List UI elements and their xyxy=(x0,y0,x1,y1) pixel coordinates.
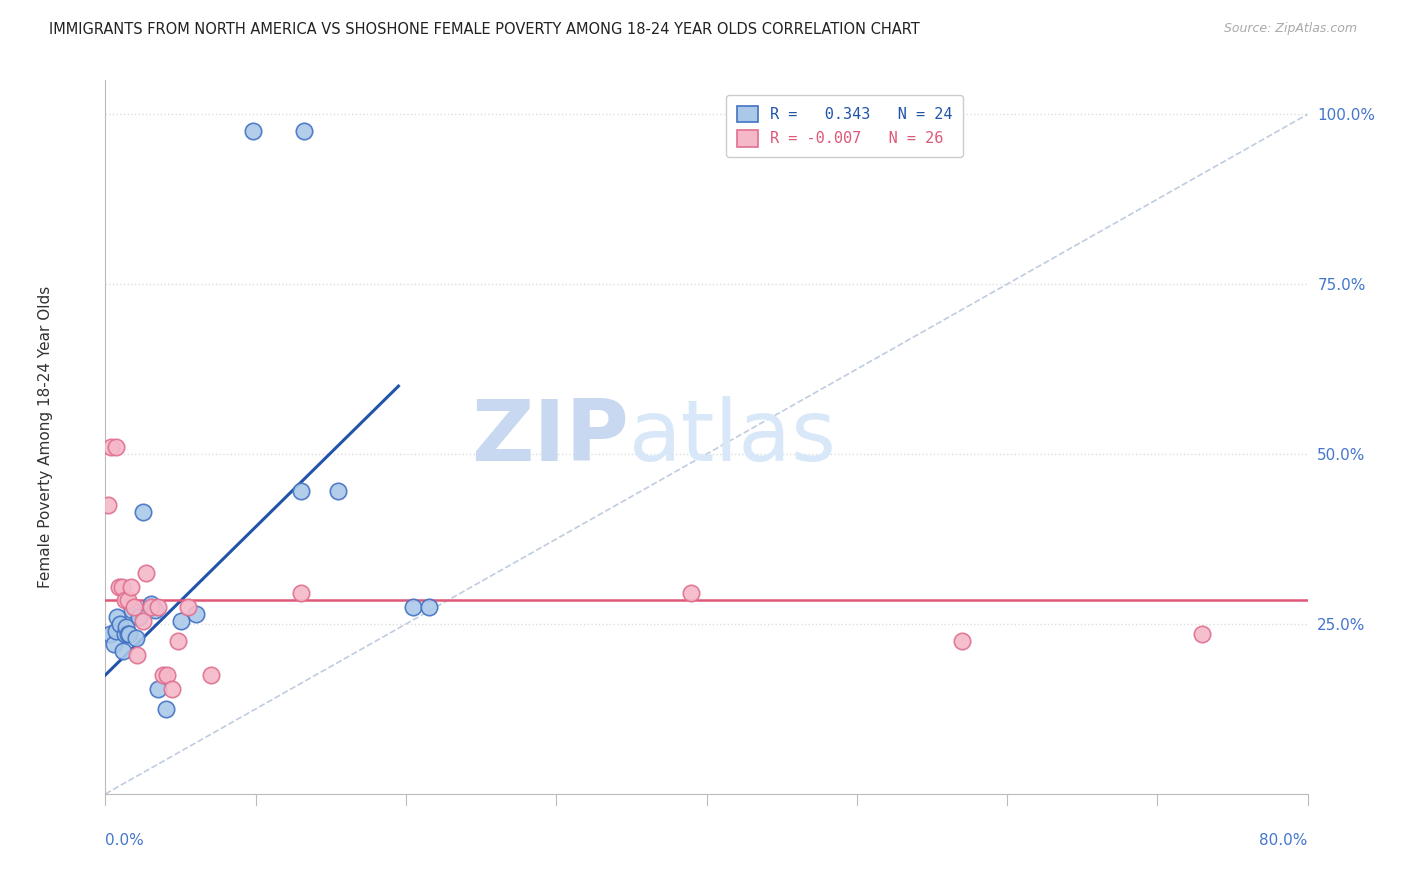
Point xyxy=(118,627,141,641)
Point xyxy=(115,620,138,634)
Point xyxy=(166,634,188,648)
Point xyxy=(184,607,207,621)
Point xyxy=(108,580,131,594)
Point xyxy=(290,586,312,600)
Point xyxy=(117,627,139,641)
Point xyxy=(155,702,177,716)
Point xyxy=(122,599,145,614)
Point xyxy=(132,505,155,519)
Point xyxy=(110,617,132,632)
Text: atlas: atlas xyxy=(628,395,837,479)
Point xyxy=(146,681,169,696)
Point xyxy=(114,593,136,607)
Point xyxy=(139,597,162,611)
Point xyxy=(152,668,174,682)
Point xyxy=(120,580,142,594)
Point xyxy=(124,631,146,645)
Text: Female Poverty Among 18-24 Year Olds: Female Poverty Among 18-24 Year Olds xyxy=(38,286,53,588)
Point xyxy=(418,599,440,614)
Point xyxy=(98,627,121,641)
Point xyxy=(290,484,312,499)
Point xyxy=(103,637,125,651)
Point xyxy=(156,668,179,682)
Text: IMMIGRANTS FROM NORTH AMERICA VS SHOSHONE FEMALE POVERTY AMONG 18-24 YEAR OLDS C: IMMIGRANTS FROM NORTH AMERICA VS SHOSHON… xyxy=(49,22,920,37)
Point xyxy=(121,603,143,617)
Point xyxy=(107,610,129,624)
Point xyxy=(143,603,166,617)
Point xyxy=(135,566,157,580)
Point xyxy=(111,580,134,594)
Point xyxy=(402,599,425,614)
Point xyxy=(169,614,191,628)
Text: 0.0%: 0.0% xyxy=(105,833,145,848)
Point xyxy=(1191,627,1213,641)
Point xyxy=(128,610,150,624)
Point xyxy=(100,440,122,454)
Point xyxy=(292,124,315,138)
Point xyxy=(200,668,222,682)
Text: ZIP: ZIP xyxy=(471,395,628,479)
Point xyxy=(125,648,148,662)
Point xyxy=(177,599,200,614)
Point xyxy=(117,593,139,607)
Point xyxy=(160,681,183,696)
Point xyxy=(132,614,155,628)
Point xyxy=(104,440,127,454)
Point xyxy=(104,624,127,638)
Point xyxy=(139,599,162,614)
Text: Source: ZipAtlas.com: Source: ZipAtlas.com xyxy=(1223,22,1357,36)
Point xyxy=(112,644,135,658)
Point xyxy=(97,498,120,512)
Point xyxy=(328,484,350,499)
Point xyxy=(681,586,703,600)
Point xyxy=(242,124,264,138)
Point xyxy=(114,627,136,641)
Point xyxy=(146,599,169,614)
Point xyxy=(950,634,973,648)
Text: 80.0%: 80.0% xyxy=(1260,833,1308,848)
